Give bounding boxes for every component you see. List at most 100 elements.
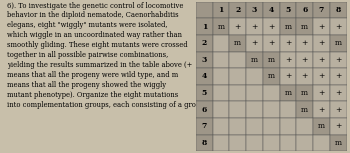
Bar bbox=[196, 101, 213, 118]
Bar bbox=[230, 118, 246, 135]
Bar bbox=[313, 85, 330, 101]
Bar bbox=[263, 118, 280, 135]
Bar bbox=[280, 135, 296, 151]
Bar bbox=[263, 101, 280, 118]
Bar bbox=[230, 52, 246, 68]
Text: m: m bbox=[251, 56, 258, 64]
Bar bbox=[196, 52, 213, 68]
Text: 6: 6 bbox=[202, 106, 207, 114]
Text: +: + bbox=[335, 106, 341, 114]
Bar bbox=[330, 68, 346, 85]
Bar bbox=[213, 118, 230, 135]
Text: m: m bbox=[268, 56, 275, 64]
Text: +: + bbox=[335, 89, 341, 97]
Text: 2: 2 bbox=[235, 6, 240, 14]
Bar bbox=[330, 35, 346, 52]
Text: +: + bbox=[318, 73, 324, 80]
Bar bbox=[246, 35, 263, 52]
Bar bbox=[313, 35, 330, 52]
Text: 6: 6 bbox=[302, 6, 307, 14]
Bar bbox=[213, 135, 230, 151]
Bar bbox=[330, 2, 346, 18]
Bar bbox=[296, 135, 313, 151]
Bar bbox=[263, 18, 280, 35]
Bar bbox=[313, 118, 330, 135]
Bar bbox=[330, 101, 346, 118]
Bar bbox=[246, 85, 263, 101]
Bar bbox=[330, 18, 346, 35]
Text: 5: 5 bbox=[285, 6, 290, 14]
Bar bbox=[246, 135, 263, 151]
Bar bbox=[296, 118, 313, 135]
Text: m: m bbox=[335, 139, 342, 147]
Text: 7: 7 bbox=[202, 123, 207, 131]
Bar bbox=[230, 18, 246, 35]
Bar bbox=[330, 85, 346, 101]
Text: 1: 1 bbox=[218, 6, 224, 14]
Text: 8: 8 bbox=[202, 139, 207, 147]
Bar bbox=[263, 52, 280, 68]
Text: 4: 4 bbox=[202, 73, 207, 80]
Bar bbox=[263, 135, 280, 151]
Text: m: m bbox=[335, 39, 342, 47]
Bar bbox=[196, 68, 213, 85]
Bar bbox=[230, 68, 246, 85]
Text: +: + bbox=[285, 39, 291, 47]
Bar bbox=[313, 2, 330, 18]
Text: 1: 1 bbox=[202, 22, 207, 30]
Text: +: + bbox=[335, 22, 341, 30]
Text: 6). To investigate the genetic control of locomotive
behavior in the diploid nem: 6). To investigate the genetic control o… bbox=[7, 2, 338, 109]
Bar bbox=[313, 18, 330, 35]
Bar bbox=[230, 2, 246, 18]
Bar bbox=[263, 85, 280, 101]
Bar bbox=[196, 2, 213, 18]
Text: +: + bbox=[301, 56, 308, 64]
Bar bbox=[313, 101, 330, 118]
Text: m: m bbox=[234, 39, 241, 47]
Text: +: + bbox=[268, 22, 274, 30]
Bar bbox=[313, 135, 330, 151]
Text: +: + bbox=[285, 56, 291, 64]
Bar bbox=[280, 52, 296, 68]
Text: +: + bbox=[285, 73, 291, 80]
Bar bbox=[280, 2, 296, 18]
Bar bbox=[296, 35, 313, 52]
Bar bbox=[213, 2, 230, 18]
Bar bbox=[246, 68, 263, 85]
Text: m: m bbox=[217, 22, 225, 30]
Text: +: + bbox=[251, 39, 258, 47]
Text: m: m bbox=[301, 106, 308, 114]
Bar bbox=[196, 18, 213, 35]
Bar bbox=[296, 52, 313, 68]
Text: m: m bbox=[285, 22, 292, 30]
Bar bbox=[246, 118, 263, 135]
Text: +: + bbox=[318, 89, 324, 97]
Bar bbox=[213, 68, 230, 85]
Bar bbox=[296, 101, 313, 118]
Text: 5: 5 bbox=[202, 89, 207, 97]
Bar bbox=[263, 35, 280, 52]
Bar bbox=[196, 118, 213, 135]
Bar bbox=[280, 85, 296, 101]
Bar bbox=[246, 18, 263, 35]
Bar bbox=[330, 135, 346, 151]
Text: 2: 2 bbox=[202, 39, 207, 47]
Bar bbox=[296, 2, 313, 18]
Text: +: + bbox=[301, 39, 308, 47]
Text: +: + bbox=[318, 106, 324, 114]
Bar bbox=[196, 85, 213, 101]
Bar bbox=[313, 52, 330, 68]
Bar bbox=[213, 52, 230, 68]
Bar bbox=[230, 101, 246, 118]
Bar bbox=[296, 68, 313, 85]
Bar bbox=[330, 52, 346, 68]
Text: +: + bbox=[318, 22, 324, 30]
Bar bbox=[263, 2, 280, 18]
Bar bbox=[246, 101, 263, 118]
Bar bbox=[196, 35, 213, 52]
Bar bbox=[330, 118, 346, 135]
Bar bbox=[280, 35, 296, 52]
Text: +: + bbox=[251, 22, 258, 30]
Bar bbox=[246, 52, 263, 68]
Text: 4: 4 bbox=[268, 6, 274, 14]
